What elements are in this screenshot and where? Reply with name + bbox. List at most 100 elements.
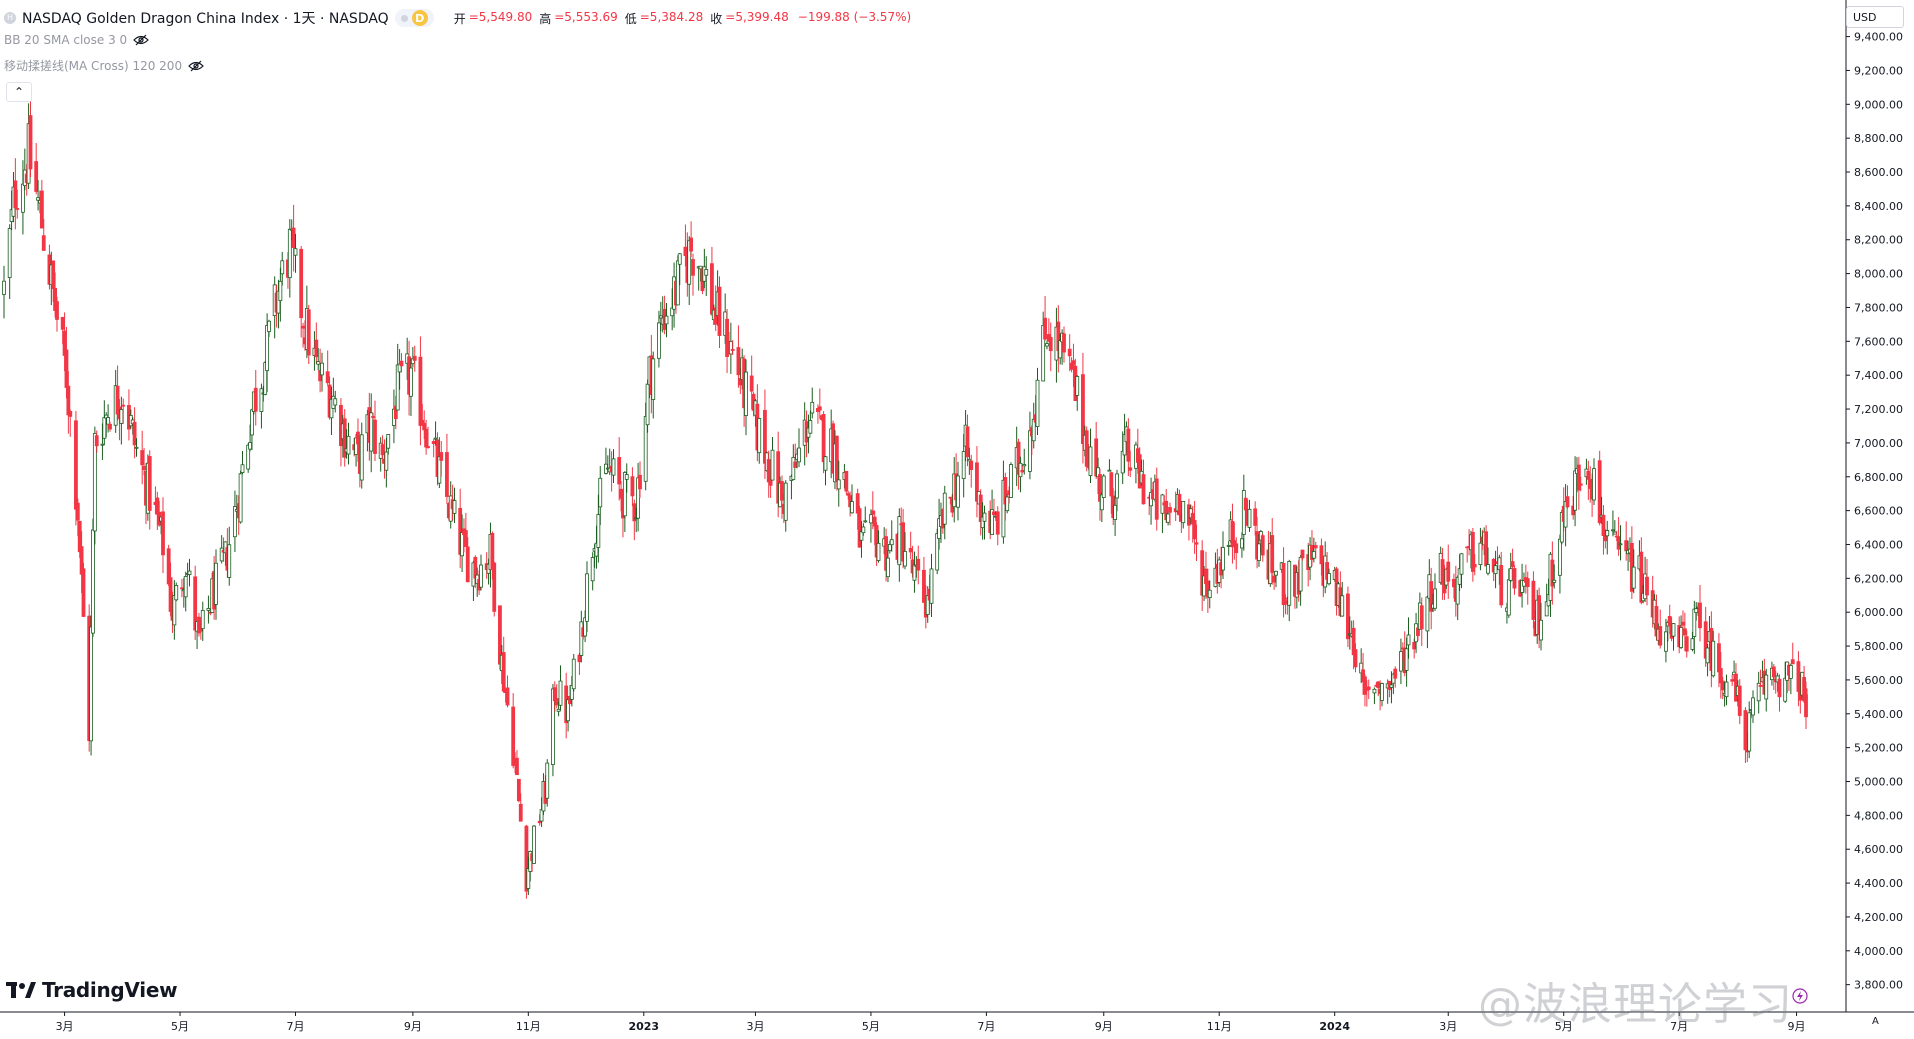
candle: [325, 350, 330, 387]
y-tick-label: 6,000.00: [1854, 606, 1903, 619]
candle: [1788, 663, 1793, 695]
candle: [558, 665, 563, 711]
candle: [691, 253, 695, 296]
y-tick-label: 6,400.00: [1854, 538, 1903, 551]
candle: [638, 461, 642, 498]
candle: [39, 179, 44, 229]
candle: [373, 400, 377, 462]
candle: [1207, 580, 1212, 609]
candle: [590, 552, 595, 591]
candle: [516, 778, 521, 803]
candle: [922, 557, 926, 603]
candle: [439, 440, 444, 477]
candle: [28, 93, 33, 178]
candle: [1260, 533, 1265, 562]
y-tick-label: 8,400.00: [1854, 200, 1903, 213]
candle: [1406, 617, 1411, 659]
candle: [1187, 498, 1191, 541]
candle: [68, 409, 73, 437]
candle: [431, 439, 436, 458]
price-axis[interactable]: 9,400.00 9,200.00 9,000.00 8,800.00 8,600.00…: [1845, 0, 1903, 1012]
x-tick-label: 3月: [746, 1020, 764, 1033]
candle: [174, 582, 179, 602]
candle: [657, 310, 661, 368]
tradingview-logo[interactable]: TradingView: [6, 978, 178, 1002]
candle: [863, 506, 868, 523]
y-tick-label: 9,400.00: [1854, 31, 1903, 44]
candle: [844, 470, 849, 495]
candle: [836, 460, 841, 507]
eye-off-icon[interactable]: [188, 60, 204, 72]
indicator-bb-label: BB 20 SMA close 3 0: [4, 33, 128, 47]
candle: [233, 490, 237, 552]
x-tick-label: 9月: [1788, 1020, 1806, 1033]
candle: [399, 353, 404, 373]
candle: [1425, 595, 1430, 649]
bolt-icon[interactable]: [1792, 988, 1808, 1004]
indicator-ma-legend[interactable]: 移动揉搓线(MA Cross) 120 200: [4, 57, 204, 74]
candle: [306, 304, 311, 365]
candle: [1616, 517, 1621, 556]
candle: [214, 549, 218, 620]
y-tick-label: 8,000.00: [1854, 268, 1903, 281]
candle: [630, 467, 635, 507]
candle: [689, 221, 694, 258]
candle: [717, 276, 722, 349]
y-tick-label: 7,000.00: [1854, 437, 1903, 450]
candle: [704, 256, 709, 297]
candle: [426, 426, 430, 449]
candle: [1597, 450, 1602, 526]
candle: [992, 498, 996, 517]
symbol-title[interactable]: NASDAQ Golden Dragon China Index · 1天 · …: [22, 11, 389, 27]
candle: [1346, 586, 1350, 648]
candle: [1372, 687, 1377, 705]
ohlc-values: 开 =5,549.80 高 =5,553.69 低 =5,384.28 收 =5,399…: [454, 10, 911, 27]
candle: [445, 433, 449, 505]
candle: [458, 488, 463, 569]
candle: [1327, 568, 1331, 586]
candle: [1459, 553, 1464, 589]
currency-selector[interactable]: USD: [1846, 6, 1904, 28]
currency-label: USD: [1853, 10, 1877, 24]
y-tick-label: 8,800.00: [1854, 132, 1903, 145]
candle: [1478, 527, 1483, 571]
candle: [1645, 558, 1649, 606]
candle: [632, 499, 637, 541]
candle: [1578, 476, 1583, 492]
candle: [1747, 701, 1752, 759]
candle: [278, 267, 283, 322]
candle: [850, 484, 854, 514]
candle: [1313, 541, 1318, 559]
candle: [465, 537, 470, 583]
candle: [1563, 483, 1568, 547]
eye-off-icon[interactable]: [133, 34, 150, 46]
candle: [604, 447, 608, 475]
status-badge[interactable]: D: [394, 9, 434, 27]
candle: [1472, 554, 1477, 576]
candle: [1088, 428, 1093, 484]
candle: [1764, 668, 1769, 712]
candle: [108, 421, 112, 432]
candle: [501, 636, 506, 694]
candle: [206, 595, 211, 624]
collapse-legend-button[interactable]: ⌃: [6, 82, 32, 102]
auto-scale-button[interactable]: A: [1872, 1016, 1879, 1027]
candle: [34, 143, 39, 195]
candle: [92, 426, 97, 545]
candle: [1005, 493, 1010, 514]
candle: [1393, 666, 1398, 688]
y-tick-label: 7,600.00: [1854, 335, 1903, 348]
candle: [161, 497, 165, 574]
close-label: 收: [710, 11, 723, 26]
candle: [1730, 674, 1735, 686]
candle: [1226, 540, 1231, 556]
candle: [121, 398, 126, 424]
x-tick-label: 7月: [977, 1020, 995, 1033]
time-axis[interactable]: 3月 5月 7月 9月 11月 2023 3月 5月 7月 9月 11月 2024 3月 5月 7月 9月: [0, 1011, 1914, 1033]
indicator-bb-legend[interactable]: BB 20 SMA close 3 0: [4, 33, 150, 47]
candle: [1009, 462, 1013, 498]
candle: [1387, 680, 1392, 698]
low-value: =5,384.28: [639, 9, 704, 24]
candle: [259, 383, 264, 429]
